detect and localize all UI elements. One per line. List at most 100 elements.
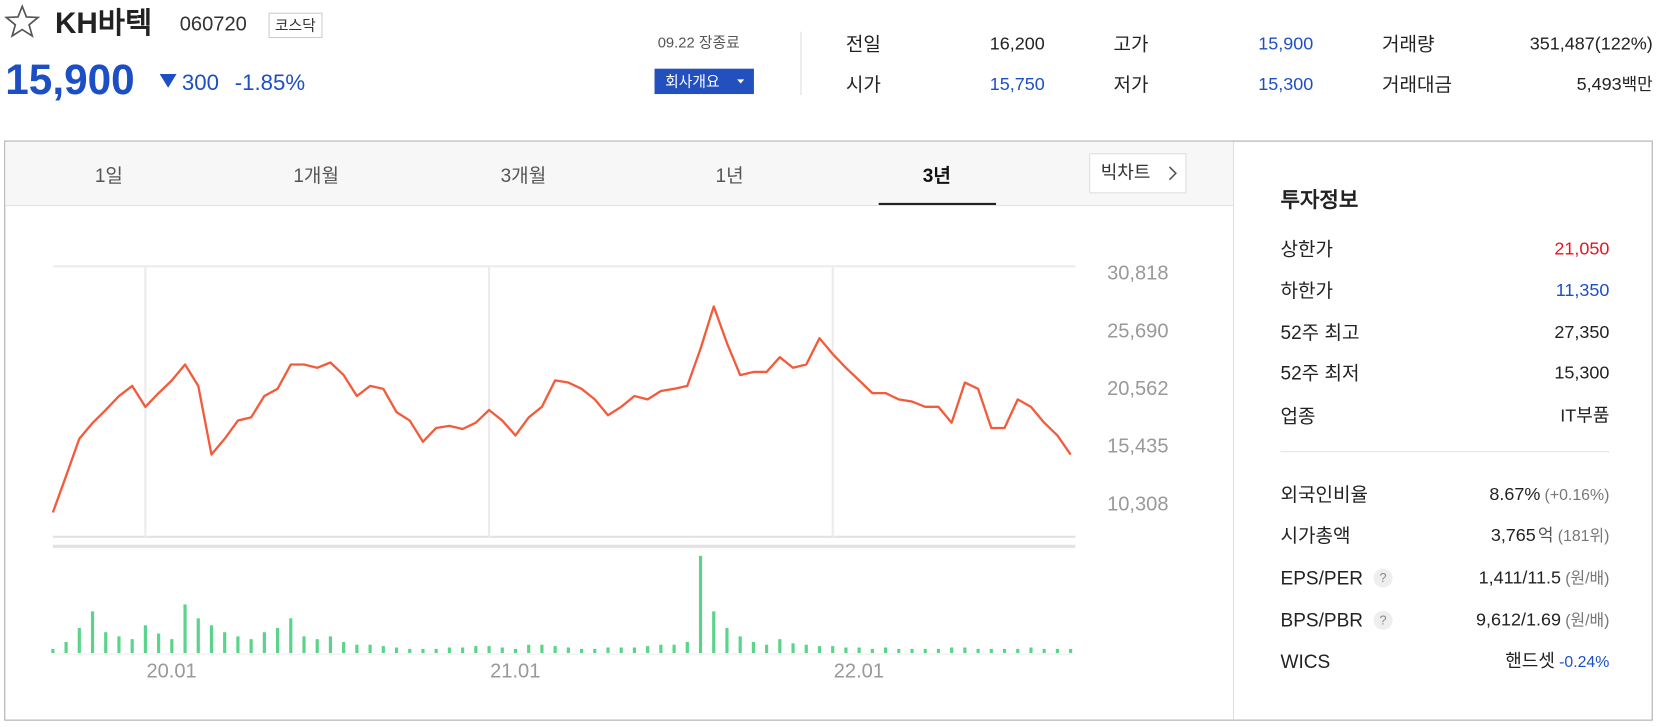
volume-bar: [130, 639, 134, 654]
invest-label: WICS: [1280, 650, 1331, 673]
stat-value: 5,493: [1576, 73, 1622, 95]
invest-note: (원/배): [1565, 569, 1610, 588]
tab-underline: [878, 202, 997, 205]
volume-bar: [183, 604, 187, 654]
tab[interactable]: 1년: [715, 164, 744, 186]
date-status: 09.22 장종료: [657, 33, 740, 51]
invest-value: 8.67%: [1489, 483, 1541, 505]
volume-bar: [791, 643, 795, 654]
tab[interactable]: 1일: [94, 164, 123, 186]
favorite-star[interactable]: [4, 4, 41, 38]
invest-value: 핸드셋: [1505, 650, 1555, 672]
invest-value-group: 핸드셋 -0.24%: [1377, 650, 1609, 672]
volume-bar: [302, 636, 306, 654]
tab[interactable]: 1개월: [293, 164, 339, 186]
x-tick-label: 21.01: [490, 660, 540, 682]
volume-bar: [976, 648, 980, 654]
volume-bar: [619, 647, 623, 654]
stock-code: 060720: [179, 13, 247, 36]
stat-label: 저가: [1113, 73, 1149, 96]
stat-label: 고가: [1113, 33, 1149, 55]
invest-value: 11,350: [1555, 280, 1610, 301]
volume-bar: [1002, 648, 1007, 654]
volume-bar: [500, 647, 504, 654]
volume-bar: [923, 648, 927, 654]
volume-bar: [223, 632, 227, 654]
volume-bar: [368, 644, 372, 654]
invest-value: IT부품: [1560, 405, 1610, 426]
price-line: [51, 305, 1072, 513]
dropdown-icon: [737, 79, 745, 84]
invest-note: (원/배): [1565, 611, 1610, 630]
volume-bar: [963, 647, 967, 654]
invest-label: 하한가: [1280, 280, 1334, 302]
y-tick-label: 25,690: [1107, 320, 1168, 342]
volume-bar: [143, 625, 147, 654]
divider: [800, 31, 802, 96]
volume-bar: [157, 633, 161, 654]
y-tick-label: 15,435: [1107, 436, 1168, 458]
stat-label: 시가: [845, 73, 881, 96]
volume-bar: [289, 618, 293, 654]
divider: [1232, 141, 1234, 720]
volume-bar: [51, 648, 55, 654]
volume-bar: [527, 644, 531, 654]
stat-value: 15,750: [989, 73, 1045, 95]
invest-value-group: 3,765 억 (181위): [1377, 526, 1610, 545]
tab-active[interactable]: 3년: [922, 164, 951, 186]
volume-bar: [90, 611, 95, 654]
help-icon[interactable]: ?: [1373, 568, 1393, 588]
volume-bar: [593, 648, 597, 654]
volume-bar: [870, 648, 874, 654]
big-chart-button[interactable]: 빅차트: [1089, 153, 1187, 194]
stat-label: 전일: [845, 33, 881, 55]
current-price: 15,900: [5, 57, 135, 104]
tab[interactable]: 3개월: [500, 164, 547, 186]
volume-bar: [553, 646, 557, 654]
invest-value: 3,765: [1490, 525, 1536, 546]
stat-value-group: 5,493백만: [1484, 75, 1653, 94]
volume-bar: [196, 618, 200, 654]
volume-bar: [989, 648, 993, 654]
invest-value-group: 8.67% (+0.16%): [1377, 483, 1609, 505]
volume-bar: [857, 647, 861, 654]
volume-bar: [646, 646, 650, 654]
volume-bar: [804, 644, 808, 654]
volume-bar: [474, 646, 478, 654]
invest-label: 업종: [1280, 405, 1316, 427]
chart-panel: [4, 140, 1653, 721]
volume-bar: [394, 647, 399, 654]
volume-bar: [275, 628, 280, 654]
volume-bar: [209, 625, 214, 654]
down-arrow: [159, 73, 177, 88]
volume-bar: [249, 639, 253, 654]
invest-label: 상한가: [1280, 238, 1334, 260]
help-icon[interactable]: ?: [1373, 610, 1393, 630]
y-tick-label: 20,562: [1107, 378, 1168, 400]
volume-bar: [117, 636, 121, 654]
tab-bar: [5, 141, 1233, 207]
company-button[interactable]: 회사개요: [654, 68, 754, 95]
company-button-text: 회사개요: [665, 72, 720, 90]
volume-bar: [883, 647, 888, 654]
big-chart-text: 빅차트: [1100, 162, 1151, 183]
volume-bar: [421, 648, 425, 654]
volume-bar: [64, 641, 68, 654]
invest-label: EPS/PER: [1280, 567, 1364, 589]
invest-value: 1,411/11.5: [1478, 567, 1561, 588]
market-badge: 코스닥: [268, 12, 323, 39]
x-tick-label: 22.01: [834, 660, 884, 682]
volume-bar: [381, 646, 385, 654]
invest-title: 투자정보: [1280, 189, 1359, 213]
volume-bar: [778, 639, 782, 654]
price-change: 300: [181, 70, 219, 96]
invest-label: 시가총액: [1280, 525, 1351, 547]
stock-name: KH바텍: [54, 6, 153, 40]
invest-unit: 억: [1537, 527, 1554, 546]
volume-bar: [447, 647, 451, 654]
volume-bar: [513, 648, 518, 654]
volume-bar: [950, 647, 954, 654]
volume-bar: [104, 632, 108, 654]
volume-bar: [765, 644, 769, 654]
volume-bar: [831, 646, 835, 654]
